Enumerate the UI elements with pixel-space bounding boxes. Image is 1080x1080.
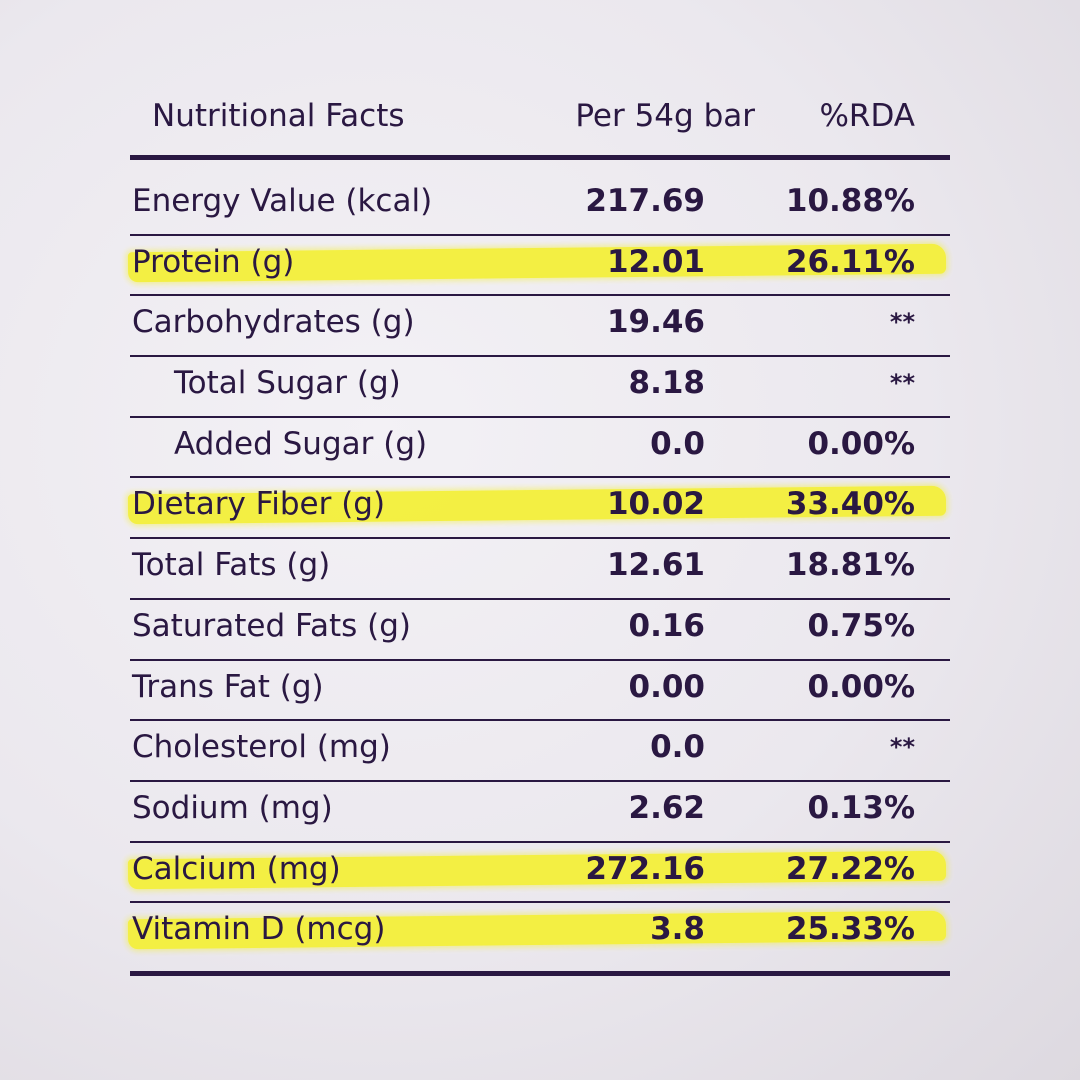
nutrient-value: 19.46 (606, 304, 705, 341)
nutrient-rda: 0.13% (807, 789, 915, 826)
table-row: Energy Value (kcal) 217.69 10.88% (130, 175, 950, 236)
table-row: Cholesterol (mg) 0.0 ** (130, 721, 950, 782)
table-row: Protein (g) 12.01 26.11% (127, 236, 950, 297)
nutrient-name: Calcium (mg) (132, 850, 341, 887)
table-row: Dietary Fiber (g) 10.02 33.40% (127, 478, 950, 540)
nutrient-rda: ** (889, 308, 915, 337)
nutrient-rda: 0.00% (807, 668, 915, 705)
nutrition-table: Nutritional Facts Per 54g bar %RDA Energ… (127, 0, 950, 1080)
nutrient-name: Energy Value (kcal) (132, 183, 433, 219)
nutrient-rda: 33.40% (785, 486, 915, 523)
table-row: Sodium (mg) 2.62 0.13% (130, 782, 950, 843)
nutrient-value: 8.18 (628, 365, 706, 402)
nutrient-name: Carbohydrates (g) (132, 304, 415, 341)
nutrient-value: 272.16 (585, 850, 705, 887)
nutrient-rda: 27.22% (785, 850, 915, 887)
header-divider (130, 155, 950, 160)
nutrient-name: Vitamin D (mcg) (132, 911, 386, 948)
nutrient-name: Total Fats (g) (132, 547, 331, 584)
table-row: Calcium (mg) 272.16 27.22% (127, 843, 950, 904)
nutrient-rda: 10.88% (785, 183, 915, 219)
table-row: Carbohydrates (g) 19.46 ** (130, 296, 950, 358)
nutrient-value: 0.00 (628, 668, 706, 705)
nutrient-rda: ** (889, 369, 915, 398)
nutrient-name: Dietary Fiber (g) (132, 486, 386, 523)
nutrient-name: Sodium (mg) (132, 789, 333, 826)
nutrient-name: Saturated Fats (g) (132, 607, 411, 644)
nutrient-rda: 26.11% (785, 243, 915, 280)
nutrient-rda: 0.75% (807, 607, 915, 644)
table-header: Nutritional Facts Per 54g bar %RDA (130, 88, 950, 148)
table-row: Added Sugar (g) 0.0 0.00% (130, 418, 950, 479)
nutrient-rda: 0.00% (807, 425, 915, 462)
nutrient-rda: 18.81% (785, 547, 915, 584)
nutrient-value: 0.0 (650, 425, 705, 462)
table-row: Total Fats (g) 12.61 18.81% (130, 539, 950, 600)
nutrient-name: Protein (g) (132, 243, 295, 280)
nutrient-name: Trans Fat (g) (132, 668, 324, 705)
table-row: Trans Fat (g) 0.00 0.00% (130, 661, 950, 722)
nutrient-value: 12.61 (606, 547, 705, 584)
table-row: Saturated Fats (g) 0.16 0.75% (130, 600, 950, 661)
nutrient-rda: ** (889, 733, 915, 762)
nutrient-value: 0.16 (628, 607, 706, 644)
nutrient-value: 10.02 (606, 486, 705, 523)
nutrient-value: 3.8 (650, 911, 705, 948)
nutrient-value: 2.62 (628, 789, 706, 826)
nutrient-value: 217.69 (585, 183, 705, 219)
header-rda: %RDA (819, 98, 915, 134)
header-nutritional-facts: Nutritional Facts (152, 98, 405, 134)
nutrient-name: Cholesterol (mg) (132, 729, 391, 766)
nutrient-name: Added Sugar (g) (174, 425, 428, 462)
table-body: Energy Value (kcal) 217.69 10.88% Protein (… (127, 175, 950, 964)
header-per-serving: Per 54g bar (575, 98, 755, 134)
nutrient-value: 12.01 (606, 243, 705, 280)
table-bottom-divider (130, 971, 950, 976)
nutrient-value: 0.0 (650, 729, 705, 766)
nutrient-rda: 25.33% (785, 911, 915, 948)
nutrient-name: Total Sugar (g) (174, 365, 401, 402)
table-row: Total Sugar (g) 8.18 ** (130, 357, 950, 418)
table-row: Vitamin D (mcg) 3.8 25.33% (127, 903, 950, 964)
